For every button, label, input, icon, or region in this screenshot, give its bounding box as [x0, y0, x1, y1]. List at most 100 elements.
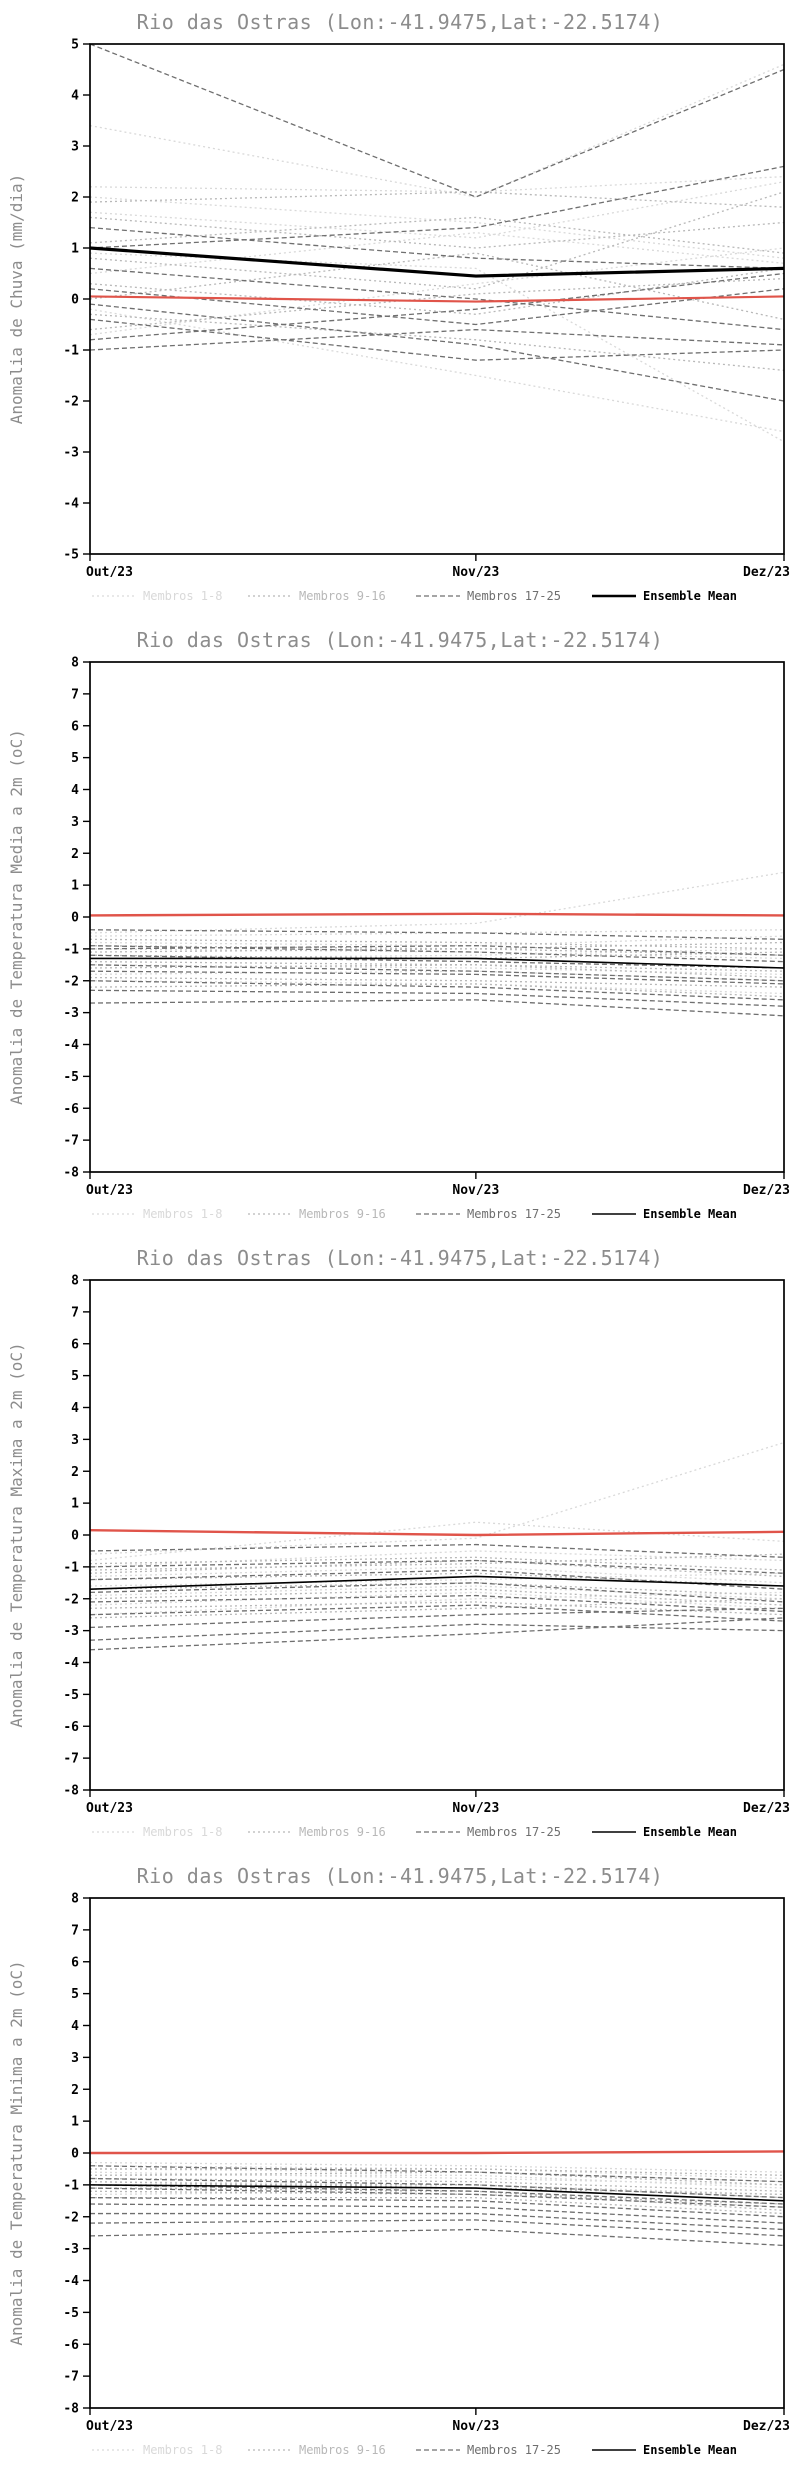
legend-label: Membros 1-8 [143, 1825, 222, 1839]
y-tick-label: -2 [63, 2210, 79, 2225]
chart-canvas: -8 -7 -6 -5 -4 -3 -2 -1 0 1 2 3 4 5 6 7 8 Out/23 Nov/23 Dez… [0, 1888, 800, 2470]
x-tick-label: Dez/23 [743, 1183, 790, 1198]
chart-canvas: -8 -7 -6 -5 -4 -3 -2 -1 0 1 2 3 4 5 6 7 8 Out/23 Nov/23 Dez… [0, 652, 800, 1234]
legend-label: Membros 9-16 [299, 2443, 386, 2457]
x-tick-label: Out/23 [86, 565, 133, 580]
member-line [89, 1607, 785, 1629]
y-tick-label: 1 [71, 879, 79, 894]
y-tick-label: -8 [63, 1784, 79, 1799]
legend-label: Membros 9-16 [299, 589, 386, 603]
member-line [89, 1572, 785, 1587]
chart-title: Rio das Ostras (Lon:-41.9475,Lat:-22.517… [136, 628, 664, 652]
legend-label: Membros 1-8 [143, 2443, 222, 2457]
x-tick-label: Dez/23 [743, 2419, 790, 2434]
plot-frame [89, 661, 785, 1173]
member-line [89, 328, 785, 351]
member-line [89, 191, 785, 208]
member-line [89, 976, 785, 988]
member-line [89, 1591, 785, 1609]
y-axis-label: Anomalia de Temperatura Minima a 2m (oC) [7, 1960, 26, 2345]
chart-title: Rio das Ostras (Lon:-41.9475,Lat:-22.517… [136, 1246, 664, 1270]
y-tick-label: 5 [71, 1987, 79, 2002]
y-tick-label: 3 [71, 815, 79, 830]
member-line [89, 948, 785, 956]
legend-label: Membros 17-25 [467, 589, 561, 603]
y-tick-label: -7 [63, 1134, 79, 1149]
y-tick-label: 7 [71, 687, 79, 702]
member-line [89, 1623, 785, 1641]
member-line [89, 43, 785, 198]
y-tick-label: -1 [63, 2178, 79, 2193]
y-tick-label: -8 [63, 2402, 79, 2417]
y-tick-label: 5 [71, 1369, 79, 1384]
member-line [89, 313, 785, 372]
member-line [89, 935, 785, 947]
member-line [89, 2161, 785, 2173]
y-tick-label: 2 [71, 847, 79, 862]
y-tick-label: -2 [63, 395, 79, 410]
member-line [90, 2212, 785, 2231]
y-tick-label: 4 [71, 1401, 79, 1416]
y-tick-label: 1 [71, 242, 79, 257]
member-line [89, 2165, 785, 2183]
y-axis-label: Anomalia de Temperatura Maxima a 2m (oC) [7, 1342, 26, 1727]
member-line [89, 1566, 785, 1584]
y-tick-label: 0 [71, 1529, 79, 1544]
y-tick-label: -1 [63, 344, 79, 359]
y-tick-label: -2 [63, 974, 79, 989]
member-line [89, 196, 785, 259]
y-tick-label: -5 [63, 1070, 79, 1085]
member-line [89, 2177, 785, 2199]
member-line [89, 2184, 785, 2205]
y-tick-label: -8 [63, 1166, 79, 1181]
member-line [89, 252, 785, 443]
y-tick-label: 8 [71, 1274, 79, 1289]
member-line [89, 2187, 785, 2208]
y-tick-label: -2 [63, 1592, 79, 1607]
chart-svg: -8 -7 -6 -5 -4 -3 -2 -1 0 1 2 3 4 5 6 7 8 Out/23 Nov/23 Dez… [7, 656, 790, 1222]
zero-reference-line [89, 1529, 785, 1537]
member-line [89, 1617, 785, 1651]
member-line [89, 1543, 785, 1558]
y-tick-label: 5 [71, 751, 79, 766]
y-tick-label: -3 [63, 2242, 79, 2257]
y-tick-label: 7 [71, 1305, 79, 1320]
x-tick-label: Nov/23 [452, 565, 499, 580]
y-axis-label: Anomalia de Temperatura Media a 2m (oC) [7, 729, 26, 1105]
y-tick-label: -6 [63, 1720, 79, 1735]
member-line [89, 181, 785, 239]
member-line [89, 983, 785, 998]
member-line [89, 948, 785, 960]
legend-label: Membros 9-16 [299, 1825, 386, 1839]
y-tick-label: -3 [63, 1006, 79, 1021]
y-tick-label: 4 [71, 89, 79, 104]
zero-reference-line [89, 295, 785, 303]
y-tick-label: -3 [63, 446, 79, 461]
chart-svg: -8 -7 -6 -5 -4 -3 -2 -1 0 1 2 3 4 5 6 7 8 Out/23 Nov/23 Dez… [7, 1892, 790, 2458]
member-line [89, 1521, 785, 1562]
member-line [89, 871, 785, 934]
member-line [89, 247, 785, 336]
chart-rain-anomaly: Rio das Ostras (Lon:-41.9475,Lat:-22.517… [0, 0, 800, 618]
member-line [89, 1569, 785, 1590]
chart-svg: -8 -7 -6 -5 -4 -3 -2 -1 0 1 2 3 4 5 6 7 8 Out/23 Nov/23 Dez… [7, 1274, 790, 1840]
y-tick-label: -4 [63, 1038, 79, 1053]
y-tick-label: 0 [71, 293, 79, 308]
member-line [89, 267, 785, 331]
member-line [89, 1582, 785, 1603]
member-line [89, 267, 785, 315]
member-line [89, 964, 785, 976]
member-line [89, 308, 785, 433]
legend-label: Ensemble Mean [643, 589, 737, 603]
y-tick-label: 4 [71, 2019, 79, 2034]
member-line [89, 1441, 785, 1555]
legend-label: Membros 1-8 [143, 1207, 222, 1221]
member-line [89, 999, 785, 1017]
chart-canvas: -8 -7 -6 -5 -4 -3 -2 -1 0 1 2 3 4 5 6 7 8 Out/23 Nov/23 Dez… [0, 1270, 800, 1852]
member-line [90, 2196, 785, 2215]
y-tick-label: -5 [63, 2306, 79, 2321]
member-line [89, 2228, 785, 2247]
y-tick-label: 5 [71, 38, 79, 53]
legend-label: Membros 17-25 [467, 1207, 561, 1221]
